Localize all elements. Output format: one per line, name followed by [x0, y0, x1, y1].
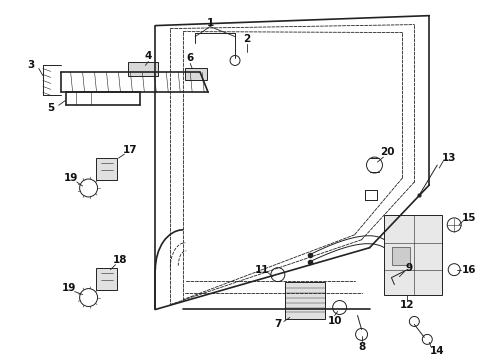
Text: 7: 7: [274, 319, 281, 329]
Text: 4: 4: [144, 51, 152, 62]
FancyBboxPatch shape: [392, 247, 409, 265]
Text: 2: 2: [243, 33, 250, 44]
Text: 9: 9: [405, 263, 412, 273]
FancyBboxPatch shape: [185, 68, 207, 80]
FancyBboxPatch shape: [128, 62, 158, 76]
Text: 1: 1: [206, 18, 213, 28]
FancyBboxPatch shape: [95, 268, 117, 289]
Text: 14: 14: [429, 346, 444, 356]
Text: 16: 16: [461, 265, 475, 275]
Text: 6: 6: [186, 54, 193, 63]
Text: 3: 3: [27, 60, 34, 71]
Text: 19: 19: [63, 173, 78, 183]
FancyBboxPatch shape: [285, 282, 324, 319]
FancyBboxPatch shape: [384, 215, 441, 294]
Text: 13: 13: [441, 153, 455, 163]
Text: 20: 20: [379, 147, 394, 157]
Text: 17: 17: [123, 145, 138, 155]
Text: 19: 19: [61, 283, 76, 293]
Text: 8: 8: [357, 342, 365, 352]
Text: 10: 10: [327, 316, 341, 327]
Text: 11: 11: [254, 265, 268, 275]
Text: 15: 15: [461, 213, 475, 223]
Text: 5: 5: [47, 103, 54, 113]
FancyBboxPatch shape: [95, 158, 117, 180]
Text: 18: 18: [113, 255, 127, 265]
Text: 12: 12: [399, 300, 414, 310]
